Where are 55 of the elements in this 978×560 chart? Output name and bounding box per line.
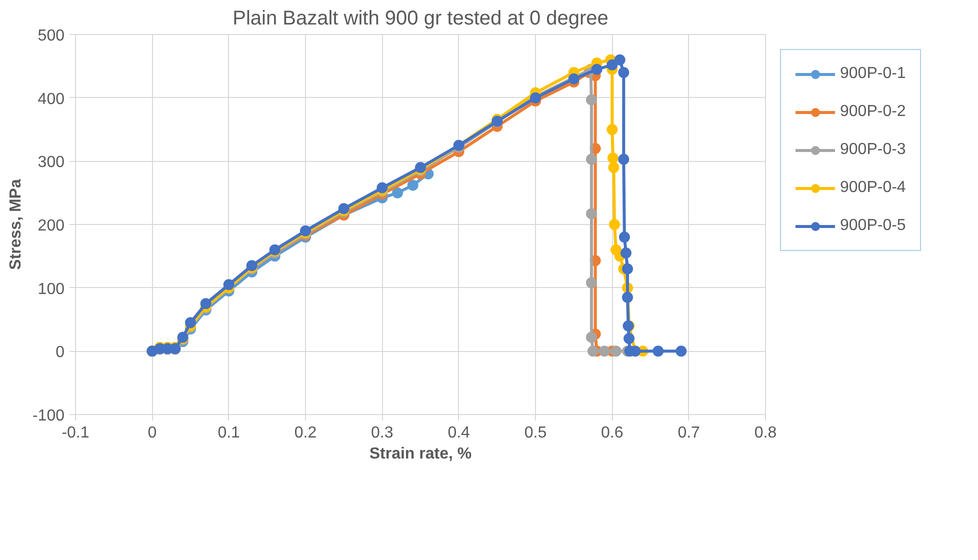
- legend-label: 900P-0-3: [840, 141, 906, 159]
- legend-label: 900P-0-2: [840, 103, 906, 121]
- point: [614, 54, 626, 66]
- y-tick-label: 400: [38, 90, 65, 108]
- point: [586, 208, 597, 220]
- point: [652, 346, 664, 357]
- x-tick-label: 0.6: [601, 424, 624, 442]
- x-tick-label: 0.4: [448, 424, 470, 442]
- point: [624, 333, 635, 344]
- point: [622, 292, 633, 303]
- x-tick-label: 0.5: [524, 424, 547, 442]
- point: [608, 219, 620, 230]
- x-tick-label: 0.1: [218, 424, 240, 442]
- point: [376, 182, 388, 194]
- point: [185, 317, 196, 328]
- point: [586, 332, 597, 343]
- point: [622, 263, 633, 274]
- point: [392, 187, 403, 198]
- legend-label: 900P-0-1: [840, 65, 906, 83]
- point: [407, 180, 418, 191]
- point: [200, 298, 212, 310]
- point: [586, 154, 597, 165]
- y-tick-label: 200: [38, 218, 65, 234]
- y-tick-label: 100: [38, 280, 65, 298]
- point: [606, 124, 618, 135]
- legend-label: 900P-0-4: [840, 179, 906, 197]
- x-tick-label: 0.8: [754, 424, 777, 442]
- y-tick-label: 300: [38, 154, 65, 172]
- y-tick-label: 500: [38, 28, 65, 44]
- point: [607, 152, 618, 164]
- x-tick-label: 0.3: [371, 424, 394, 442]
- point: [599, 346, 610, 357]
- legend-label: 900P-0-5: [840, 217, 906, 235]
- point: [618, 232, 630, 243]
- point: [586, 277, 597, 288]
- point: [610, 346, 622, 357]
- x-tick-label: 0.7: [678, 424, 700, 442]
- point: [591, 64, 602, 75]
- y-tick-label: -100: [32, 408, 65, 424]
- point: [606, 59, 618, 70]
- point: [586, 94, 597, 106]
- x-tick-label: 0.2: [294, 424, 317, 442]
- x-tick-label: 0: [148, 424, 157, 442]
- x-tick-label: -0.1: [62, 424, 90, 442]
- point: [620, 248, 632, 258]
- x-axis-title: Strain rate, %: [369, 446, 472, 462]
- point: [618, 154, 630, 165]
- point: [608, 162, 620, 173]
- point: [618, 67, 630, 78]
- point: [676, 346, 687, 357]
- point: [588, 346, 598, 357]
- chart-title: Plain Bazalt with 900 gr tested at 0 degree: [232, 8, 608, 30]
- y-tick-label: 0: [56, 344, 65, 362]
- y-axis-title: Stress, MPa: [7, 179, 24, 270]
- point: [223, 279, 234, 290]
